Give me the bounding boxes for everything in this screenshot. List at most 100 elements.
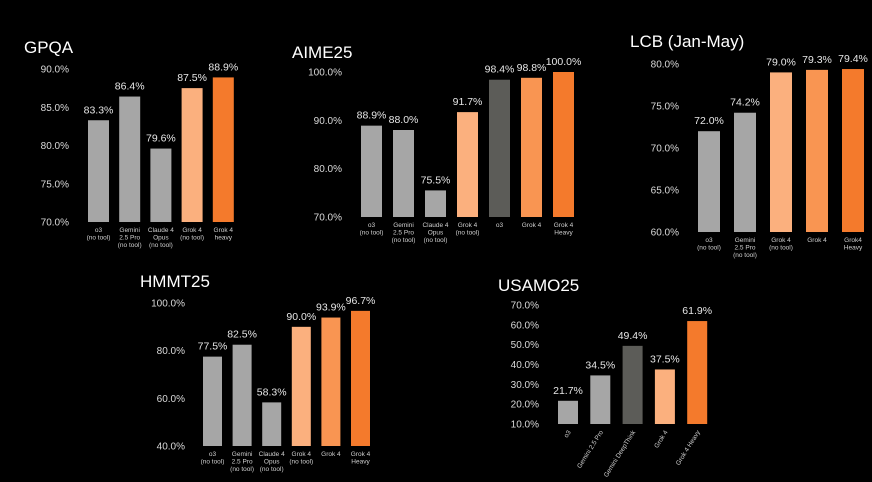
category-label-line: (no tool) xyxy=(149,242,173,249)
category-label: Gemini DeepThink xyxy=(603,429,638,477)
data-label: 79.4% xyxy=(838,53,868,65)
bar xyxy=(181,88,203,222)
bar xyxy=(734,112,756,232)
data-label: 83.3% xyxy=(84,104,114,116)
bar xyxy=(232,344,252,446)
data-label: 91.7% xyxy=(453,96,483,108)
data-label: 79.0% xyxy=(766,56,796,68)
bar xyxy=(622,345,643,424)
category-label: Gemini 2.5 Pro (no tool) xyxy=(392,222,416,244)
bar xyxy=(521,77,542,217)
bar xyxy=(351,310,370,446)
category-label-line: Grok 4 xyxy=(351,451,371,458)
category-label-line: o3 xyxy=(209,451,217,458)
category-label-line: (no tool) xyxy=(392,237,416,244)
data-label: 21.7% xyxy=(553,385,583,397)
y-tick-label: 80.0% xyxy=(314,164,342,175)
y-tick-label: 10.0% xyxy=(511,420,539,431)
category-label-line: (no tool) xyxy=(456,230,480,237)
y-tick-label: 85.0% xyxy=(41,103,69,114)
category-label-line: (no tool) xyxy=(289,459,313,466)
y-tick-label: 80.0% xyxy=(157,346,185,357)
category-label-line: o3 xyxy=(705,237,713,244)
category-label-line: Opus xyxy=(153,235,169,242)
y-tick-label: 70.0% xyxy=(41,218,69,229)
category-label-line: Grok 4 xyxy=(292,451,312,458)
category-label-line: Grok 4 xyxy=(522,222,542,229)
category-label: Grok 4 Heavy xyxy=(675,429,702,467)
y-tick-label: 60.0% xyxy=(157,394,185,405)
bar xyxy=(393,130,414,217)
bar xyxy=(698,131,720,232)
bar xyxy=(558,400,578,424)
data-label: 34.5% xyxy=(585,359,615,371)
y-tick-label: 20.0% xyxy=(511,400,539,411)
bar xyxy=(806,69,828,232)
category-label-line: Gemini xyxy=(119,227,140,234)
data-label: 93.9% xyxy=(316,302,346,314)
bar xyxy=(687,321,708,424)
category-label: Claude 4 Opus (no tool) xyxy=(148,227,174,249)
category-label-line: Grok 4 xyxy=(321,451,341,458)
category-label: o3 (no tool) xyxy=(87,227,111,242)
category-label-line: Claude 4 xyxy=(422,222,448,229)
category-label-line: o3 xyxy=(496,222,504,229)
y-tick-label: 70.0% xyxy=(511,301,539,312)
bar xyxy=(770,72,792,233)
category-label: Gemini 2.5 Pro (no tool) xyxy=(118,227,142,249)
category-label-line: Grok 4 xyxy=(771,237,791,244)
category-label-line: Opus xyxy=(428,230,444,237)
category-label: Grok 4 xyxy=(522,222,542,229)
category-label: o3 (no tool) xyxy=(201,451,225,466)
category-label-line: o3 xyxy=(95,227,103,234)
category-label-line: Heavy xyxy=(554,230,573,237)
category-label: Grok 4 (no tool) xyxy=(289,451,313,466)
bar xyxy=(262,402,282,446)
category-label: Grok 4 Heavy xyxy=(351,451,371,466)
y-tick-label: 75.0% xyxy=(651,102,679,113)
chart-title: USAMO25 xyxy=(498,276,579,295)
bar xyxy=(291,326,311,446)
category-label-line: o3 xyxy=(368,222,376,229)
category-label-line: Grok 4 xyxy=(807,237,827,244)
data-label: 100.0% xyxy=(546,56,582,68)
data-label: 88.9% xyxy=(208,61,238,73)
data-label: 37.5% xyxy=(650,353,680,365)
y-tick-label: 90.0% xyxy=(41,65,69,76)
category-label-line: (no tool) xyxy=(201,459,225,466)
category-label-line: Grok 4 xyxy=(182,227,202,234)
category-label-line: (no tool) xyxy=(424,237,448,244)
y-tick-label: 75.0% xyxy=(41,179,69,190)
category-label: Grok 4 xyxy=(321,451,341,458)
category-label-line: (no tool) xyxy=(360,230,384,237)
category-label-line: (no tool) xyxy=(230,466,254,473)
category-label-line: Gemini xyxy=(393,222,414,229)
category-label-line: 2.5 Pro xyxy=(393,230,414,237)
y-tick-label: 80.0% xyxy=(41,141,69,152)
data-label: 87.5% xyxy=(177,72,207,84)
y-tick-label: 40.0% xyxy=(157,442,185,453)
category-label: o3 (no tool) xyxy=(697,237,721,252)
chart-title: GPQA xyxy=(24,38,74,57)
category-label: Gemini 2.5 Pro xyxy=(576,429,605,470)
y-tick-label: 65.0% xyxy=(651,186,679,197)
category-label: Gemini 2.5 Pro (no tool) xyxy=(230,451,254,473)
data-label: 88.0% xyxy=(389,114,419,126)
category-label-line: 2.5 Pro xyxy=(735,245,756,252)
category-label: Grok 4 (no tool) xyxy=(180,227,204,242)
category-label-line: (no tool) xyxy=(180,235,204,242)
bar xyxy=(590,375,611,424)
chart-title: LCB (Jan-May) xyxy=(630,32,744,51)
category-label-line: 2.5 Pro xyxy=(232,459,253,466)
y-tick-label: 40.0% xyxy=(511,360,539,371)
category-label-line: (no tool) xyxy=(697,245,721,252)
category-label-line: (no tool) xyxy=(118,242,142,249)
category-label-line: Gemini xyxy=(232,451,253,458)
category-label-line: (no tool) xyxy=(260,466,284,473)
category-label: o3 (no tool) xyxy=(360,222,384,237)
bar xyxy=(654,369,675,424)
data-label: 77.5% xyxy=(198,341,228,353)
y-tick-label: 100.0% xyxy=(308,68,342,79)
